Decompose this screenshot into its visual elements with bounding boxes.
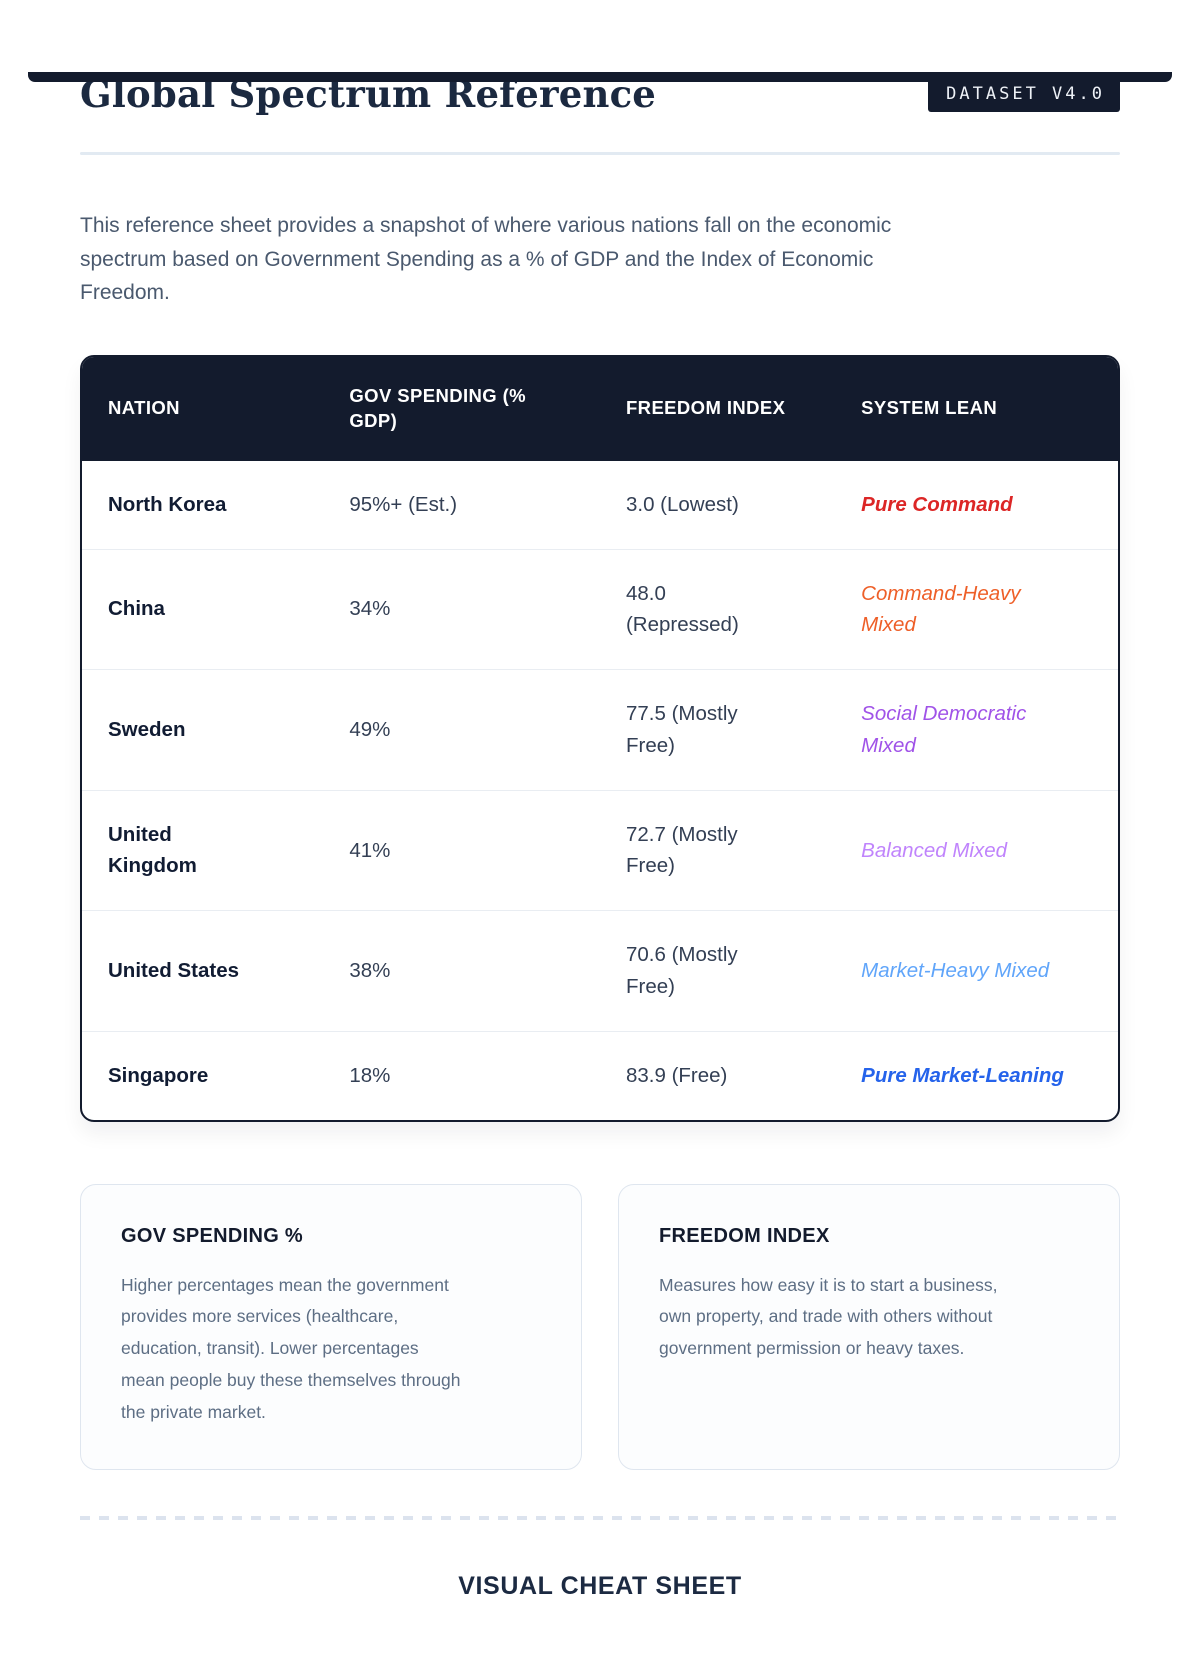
freedom-index-card-heading: FREEDOM INDEX <box>659 1224 830 1247</box>
column-header-gov-spending: GOV SPENDING (% GDP) <box>349 384 527 431</box>
visual-cheat-sheet-heading: VISUAL CHEAT SHEET <box>458 1571 742 1600</box>
freedom-index-cell: 3.0 (Lowest) <box>625 492 739 516</box>
spending-cell: 49% <box>349 718 391 742</box>
spending-cell: 38% <box>349 959 391 983</box>
nation-cell: Singapore <box>108 1063 209 1087</box>
table-row: United Kingdom 41% 72.7 (Mostly Free) Ba… <box>82 789 1118 911</box>
freedom-index-cell: 48.0 (Repressed) <box>625 581 739 637</box>
system-lean-cell: Pure Market-Leaning <box>861 1063 1064 1087</box>
gov-spending-card: GOV SPENDING % Higher percentages mean t… <box>80 1183 582 1470</box>
table-row: North Korea 95%+ (Est.) 3.0 (Lowest) Pur… <box>82 461 1118 549</box>
freedom-index-cell: 83.9 (Free) <box>625 1063 728 1087</box>
system-lean-cell: Pure Command <box>861 492 1013 516</box>
gov-spending-card-heading: GOV SPENDING % <box>121 1224 304 1247</box>
nation-cell: United States <box>108 959 239 983</box>
freedom-index-cell: 70.6 (Mostly Free) <box>625 943 738 998</box>
table-header-row: NATION GOV SPENDING (% GDP) FREEDOM INDE… <box>82 356 1118 461</box>
column-header-system-lean: SYSTEM LEAN <box>861 397 998 419</box>
title-divider <box>80 152 1120 156</box>
freedom-index-card-body: Measures how easy it is to start a busin… <box>659 1274 998 1359</box>
system-lean-cell: Social Democratic Mixed <box>861 702 1027 757</box>
nation-cell: China <box>108 597 165 621</box>
freedom-index-cell: 72.7 (Mostly Free) <box>625 822 738 878</box>
spending-cell: 95%+ (Est.) <box>349 492 458 516</box>
explainer-cards: GOV SPENDING % Higher percentages mean t… <box>80 1183 1120 1470</box>
intro-paragraph: This reference sheet provides a snapshot… <box>80 214 892 304</box>
spending-cell: 18% <box>349 1063 391 1087</box>
gov-spending-card-body: Higher percentages mean the government p… <box>121 1274 461 1422</box>
freedom-index-cell: 77.5 (Mostly Free) <box>625 702 738 757</box>
column-header-nation: NATION <box>108 397 180 419</box>
dataset-version-badge: DATASET V4.0 <box>928 76 1120 112</box>
spending-cell: 34% <box>349 597 391 621</box>
table-body: North Korea 95%+ (Est.) 3.0 (Lowest) Pur… <box>82 461 1118 1120</box>
column-header-freedom-index: FREEDOM INDEX <box>625 397 786 419</box>
nation-cell: North Korea <box>108 492 227 516</box>
system-lean-cell: Balanced Mixed <box>861 838 1008 862</box>
spectrum-table: NATION GOV SPENDING (% GDP) FREEDOM INDE… <box>80 354 1120 1122</box>
table-row: Singapore 18% 83.9 (Free) Pure Market-Le… <box>82 1030 1118 1120</box>
spending-cell: 41% <box>349 838 391 862</box>
nation-cell: Sweden <box>108 718 186 742</box>
freedom-index-card: FREEDOM INDEX Measures how easy it is to… <box>618 1183 1120 1470</box>
page-top-accent-bar <box>28 72 1172 82</box>
page-content: Global Spectrum Reference DATASET V4.0 T… <box>0 72 1200 1601</box>
nation-cell: United Kingdom <box>108 822 197 878</box>
dashed-section-divider <box>80 1515 1120 1520</box>
system-lean-cell: Command-Heavy Mixed <box>861 581 1021 637</box>
system-lean-cell: Market-Heavy Mixed <box>861 959 1050 983</box>
table-row: Sweden 49% 77.5 (Mostly Free) Social Dem… <box>82 669 1118 790</box>
table-row: United States 38% 70.6 (Mostly Free) Mar… <box>82 910 1118 1031</box>
table-row: China 34% 48.0 (Repressed) Command-Heavy… <box>82 548 1118 670</box>
